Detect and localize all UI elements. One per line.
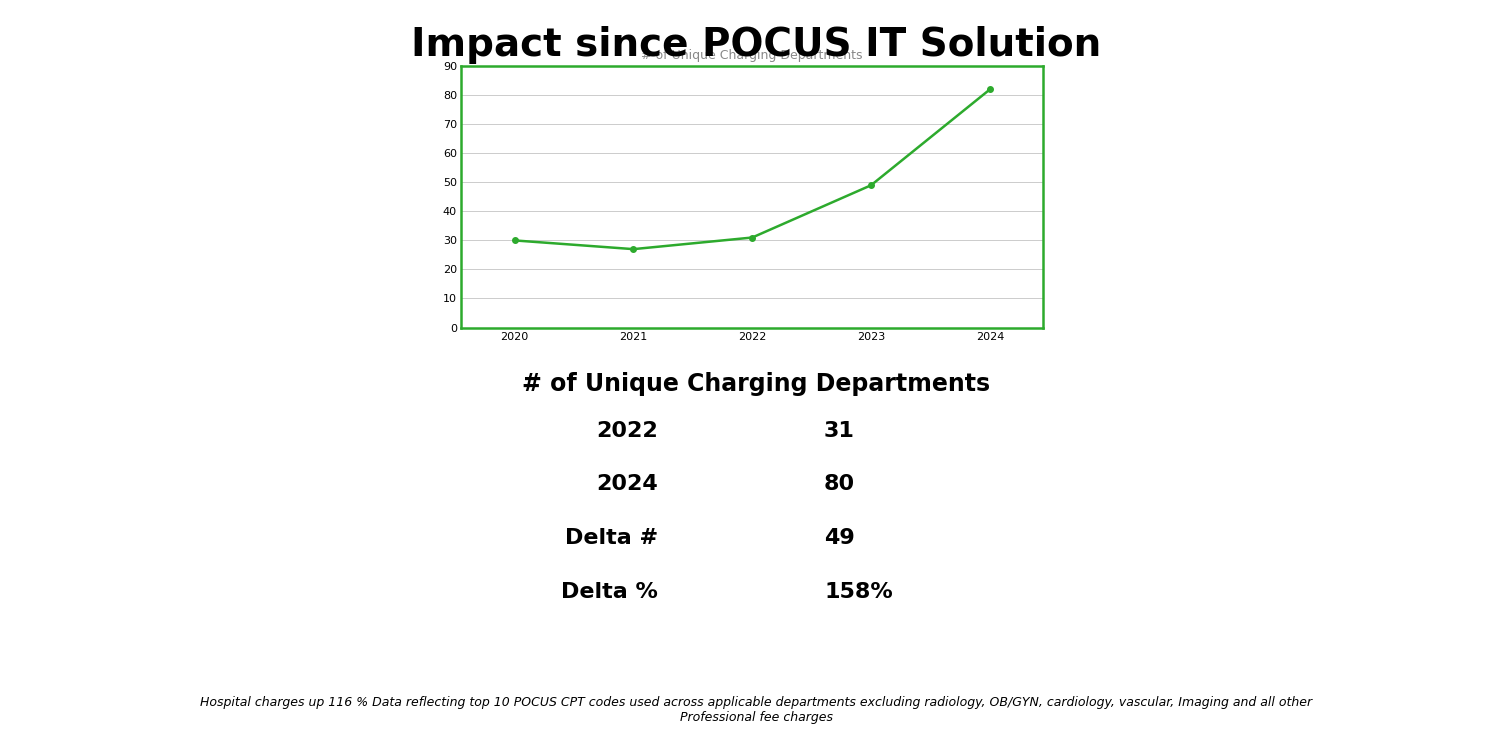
Text: 80: 80 <box>824 474 856 495</box>
Text: 158%: 158% <box>824 581 892 602</box>
Text: Hospital charges up 116 % Data reflecting top 10 POCUS CPT codes used across app: Hospital charges up 116 % Data reflectin… <box>200 696 1312 723</box>
Text: Impact since POCUS IT Solution: Impact since POCUS IT Solution <box>411 26 1101 64</box>
Text: Delta #: Delta # <box>564 528 658 548</box>
Text: 31: 31 <box>824 420 854 441</box>
Text: 2022: 2022 <box>596 420 658 441</box>
Title: # of Unique Charging Departments: # of Unique Charging Departments <box>641 49 863 63</box>
Text: 2024: 2024 <box>596 474 658 495</box>
Text: 49: 49 <box>824 528 854 548</box>
Text: # of Unique Charging Departments: # of Unique Charging Departments <box>522 372 990 396</box>
Text: Delta %: Delta % <box>561 581 658 602</box>
